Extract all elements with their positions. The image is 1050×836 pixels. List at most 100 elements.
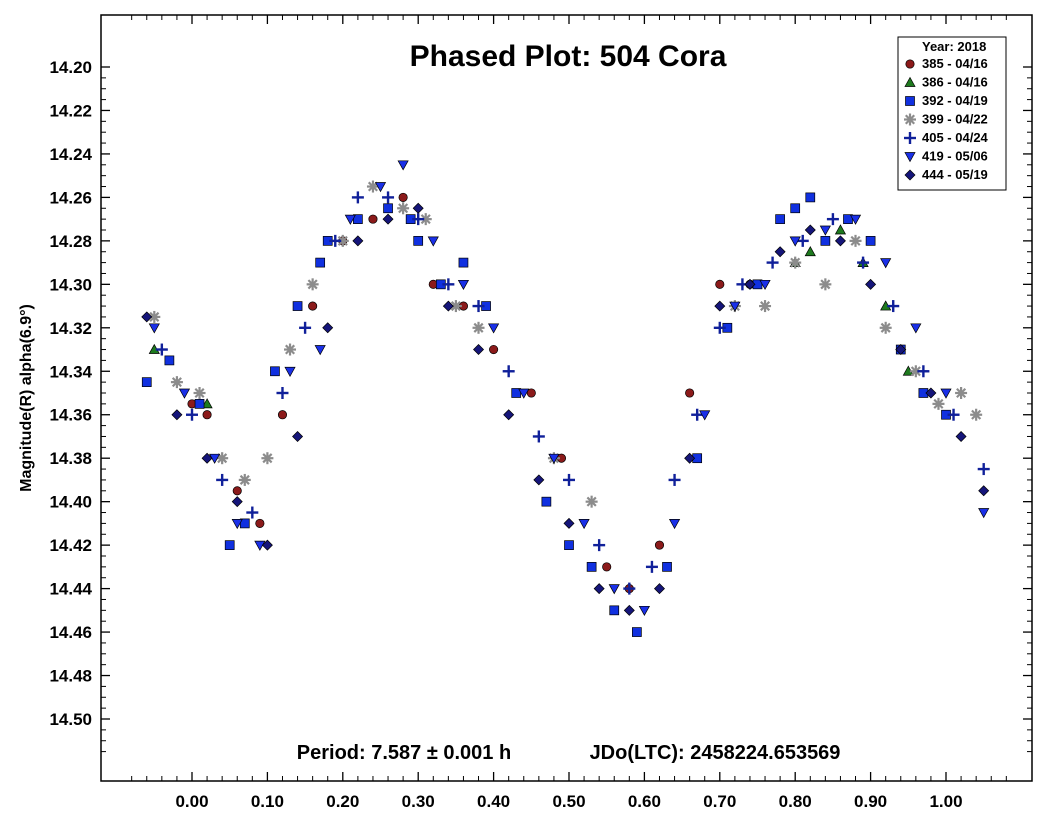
data-point-triangle-down	[668, 519, 681, 530]
legend-label: 399 - 04/22	[922, 112, 988, 127]
data-point-triangle-down	[880, 258, 892, 269]
data-point-square	[609, 605, 620, 616]
legend-box	[897, 36, 1007, 191]
data-point-plus	[351, 191, 364, 204]
data-point-plus	[299, 321, 312, 334]
data-point-asterisk	[397, 202, 410, 215]
data-point-diamond	[978, 485, 990, 497]
y-tick-label: 14.32	[49, 319, 92, 338]
data-point-triangle-down	[374, 182, 387, 193]
data-point-triangle-down	[427, 236, 439, 247]
data-point-square	[413, 236, 424, 246]
data-point-plus	[216, 473, 229, 486]
y-tick-label: 14.46	[49, 623, 92, 642]
data-point-plus	[155, 343, 168, 356]
data-point-triangle-down	[699, 410, 711, 421]
data-point-diamond	[895, 344, 907, 356]
y-tick-label: 14.24	[49, 145, 92, 164]
data-point-plus	[502, 365, 515, 378]
x-tick-label: 0.80	[779, 792, 812, 811]
data-point-triangle-down	[148, 323, 160, 334]
legend-marker-asterisk	[904, 113, 916, 126]
x-tick-label: 0.70	[703, 792, 736, 811]
data-point-circle	[398, 192, 408, 202]
data-point-plus	[857, 256, 870, 269]
data-point-triangle-down	[819, 225, 831, 236]
y-tick-label: 14.30	[49, 275, 92, 294]
data-point-square	[865, 236, 876, 246]
chart-title: Phased Plot: 504 Cora	[410, 40, 727, 73]
data-point-plus	[917, 365, 930, 378]
data-point-circle	[232, 486, 242, 496]
legend-marker-triangle-down	[904, 152, 916, 163]
data-point-diamond	[955, 430, 967, 442]
data-point-circle	[368, 214, 378, 224]
data-point-square	[790, 203, 801, 214]
data-point-square	[141, 377, 152, 387]
legend-label: 386 - 04/16	[922, 75, 988, 90]
plot-frame	[100, 14, 1033, 782]
data-point-triangle-down	[457, 279, 470, 291]
data-point-triangle-down	[178, 388, 191, 399]
data-point-triangle-down	[608, 584, 620, 595]
data-point-triangle-down	[759, 279, 771, 291]
data-point-triangle-down	[231, 519, 243, 530]
data-point-plus	[691, 408, 704, 421]
data-point-plus	[977, 463, 990, 476]
data-point-diamond	[503, 409, 515, 421]
data-point-triangle-down	[488, 323, 500, 334]
y-axis: 14.20 14.22 14.24 14.26 14.28 14.30 14.32 14.34…	[49, 58, 1032, 753]
data-point-circle	[654, 540, 665, 550]
data-point-plus	[593, 539, 606, 552]
data-point-diamond	[473, 344, 485, 356]
data-point-triangle-up	[834, 224, 847, 235]
data-point-plus	[623, 582, 636, 595]
data-point-triangle-down	[978, 508, 990, 519]
data-point-triangle-down	[638, 605, 650, 617]
data-point-circle	[715, 279, 725, 289]
data-point-asterisk	[238, 473, 251, 486]
data-point-square	[224, 540, 235, 550]
data-points	[141, 160, 990, 637]
epoch-text: JDo(LTC): 2458224.653569	[590, 742, 841, 764]
y-tick-label: 14.40	[49, 493, 92, 512]
data-point-square	[820, 236, 831, 246]
data-point-diamond	[382, 213, 394, 225]
data-point-asterisk	[759, 300, 772, 313]
data-point-plus	[276, 387, 289, 399]
legend-label: 385 - 04/16	[922, 56, 988, 71]
data-point-plus	[713, 321, 726, 334]
data-point-plus	[382, 191, 395, 204]
data-point-square	[270, 366, 280, 377]
data-point-triangle-down	[548, 453, 560, 464]
y-tick-label: 14.34	[49, 362, 92, 381]
data-point-plus	[472, 300, 485, 313]
data-point-triangle-down	[910, 323, 922, 334]
data-point-triangle-down	[518, 388, 530, 399]
data-point-diamond	[412, 202, 424, 214]
x-tick-label: 0.10	[251, 792, 284, 811]
legend-marker-square	[905, 96, 915, 106]
legend-marker-circle	[905, 59, 915, 69]
data-point-square	[632, 627, 642, 637]
legend-marker-triangle-up	[904, 76, 916, 87]
data-point-diamond	[774, 246, 786, 258]
data-point-triangle-down	[789, 236, 801, 247]
data-point-diamond	[744, 278, 756, 290]
legend-label: 405 - 04/24	[922, 130, 989, 145]
y-tick-label: 14.22	[49, 101, 92, 120]
x-tick-label: 0.20	[326, 792, 359, 811]
data-point-diamond	[714, 300, 726, 312]
data-point-circle	[308, 301, 318, 311]
data-point-triangle-down	[940, 388, 952, 399]
data-point-square	[586, 562, 597, 572]
data-point-diamond	[171, 409, 183, 421]
data-point-diamond	[684, 452, 696, 464]
data-point-square	[541, 496, 552, 507]
data-point-square	[315, 257, 326, 268]
data-point-diamond	[563, 517, 575, 529]
data-point-diamond	[141, 311, 153, 323]
data-point-triangle-down	[578, 519, 590, 530]
data-point-asterisk	[284, 343, 297, 356]
